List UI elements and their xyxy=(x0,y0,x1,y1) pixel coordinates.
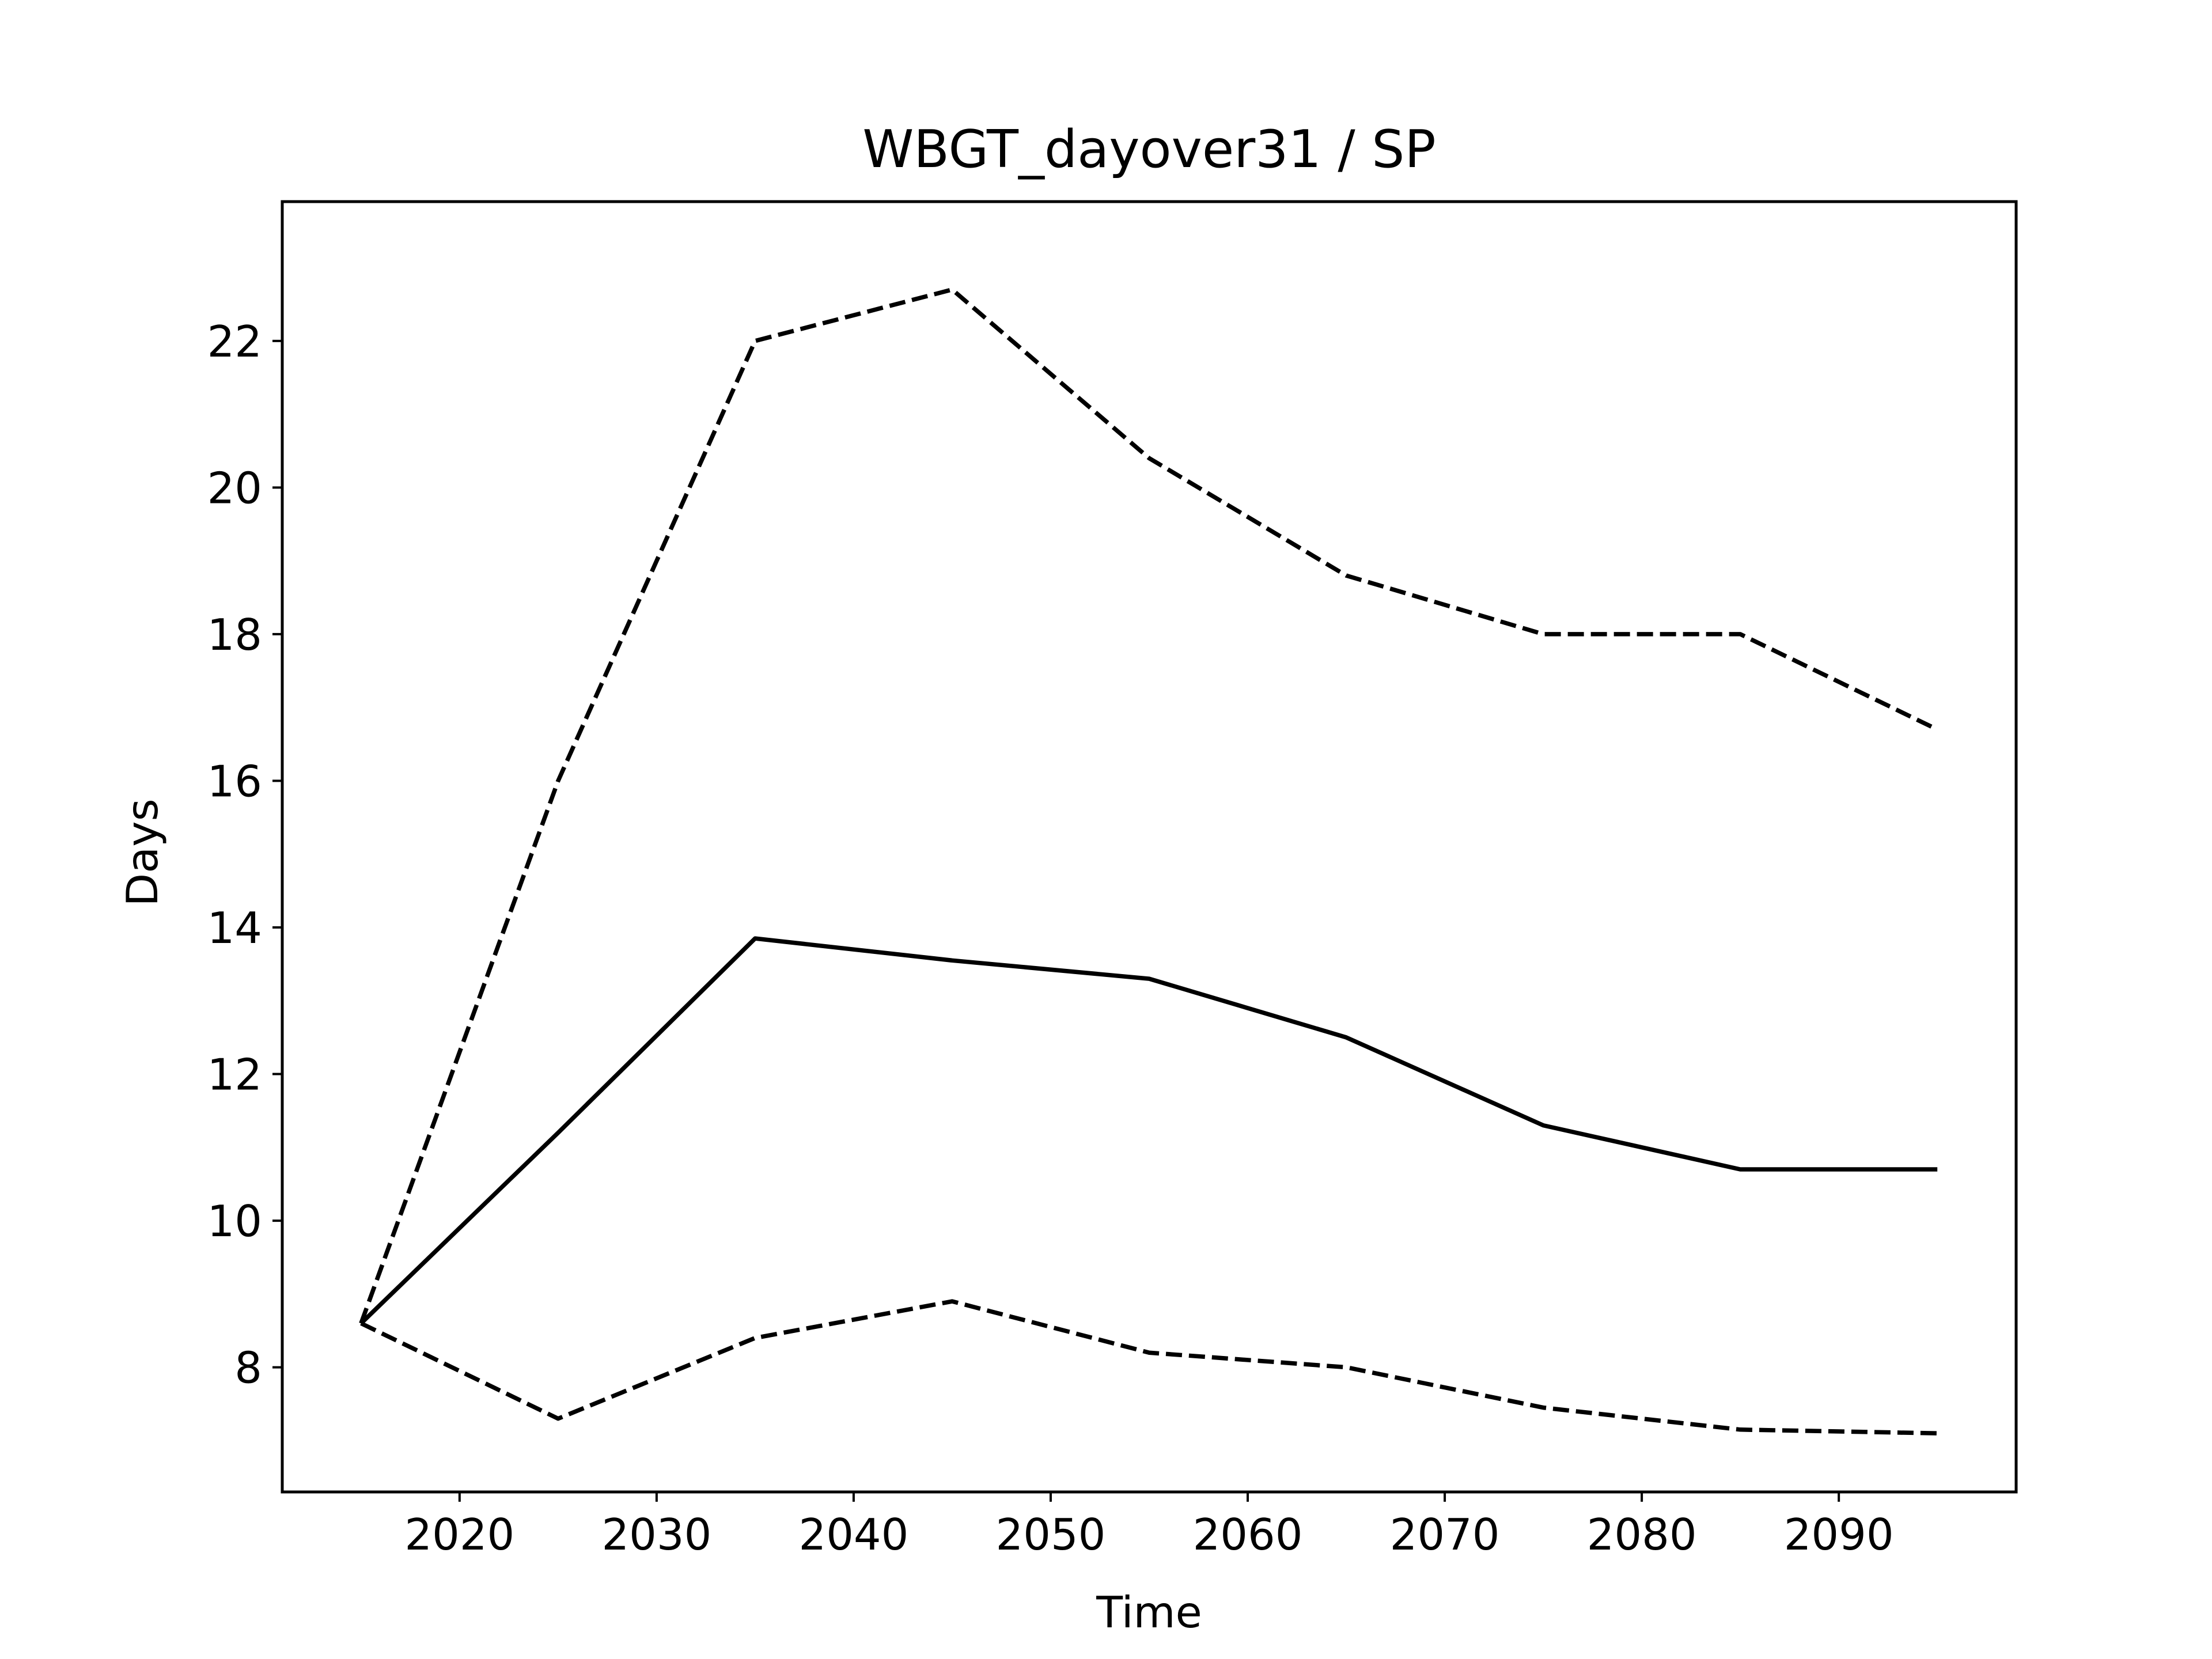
x-tick-label: 2050 xyxy=(996,1509,1106,1560)
series-line-3 xyxy=(360,1299,1938,1435)
y-tick-label: 16 xyxy=(207,756,262,806)
y-tick-label: 18 xyxy=(207,609,262,660)
y-tick-label: 22 xyxy=(207,316,262,367)
y-tick-label: 12 xyxy=(207,1050,262,1100)
y-tick-label: 14 xyxy=(207,903,262,953)
y-tick-label: 8 xyxy=(234,1343,262,1393)
series-line-1 xyxy=(359,287,1938,1324)
chart-title: WBGT_dayover31 / SP xyxy=(862,119,1435,180)
x-tick-label: 2040 xyxy=(798,1509,908,1560)
series-lines xyxy=(359,287,1938,1435)
x-tick-label: 2060 xyxy=(1193,1509,1303,1560)
series-line-2 xyxy=(359,936,1938,1325)
x-axis-label: Time xyxy=(1096,1587,1202,1638)
y-axis-ticks: 8 10 12 14 16 18 20 22 xyxy=(207,316,282,1393)
plot-frame xyxy=(281,200,2018,1494)
y-tick-label: 20 xyxy=(207,463,262,513)
x-tick-label: 2020 xyxy=(404,1509,514,1560)
y-tick-label: 10 xyxy=(207,1196,262,1247)
y-axis-label: Days xyxy=(117,798,168,906)
x-tick-label: 2070 xyxy=(1390,1509,1500,1560)
x-tick-label: 2030 xyxy=(601,1509,711,1560)
x-axis-ticks: 2020 2030 2040 2050 2060 2070 2080 2090 xyxy=(404,1492,1894,1560)
x-tick-label: 2080 xyxy=(1587,1509,1697,1560)
x-tick-label: 2090 xyxy=(1784,1509,1894,1560)
